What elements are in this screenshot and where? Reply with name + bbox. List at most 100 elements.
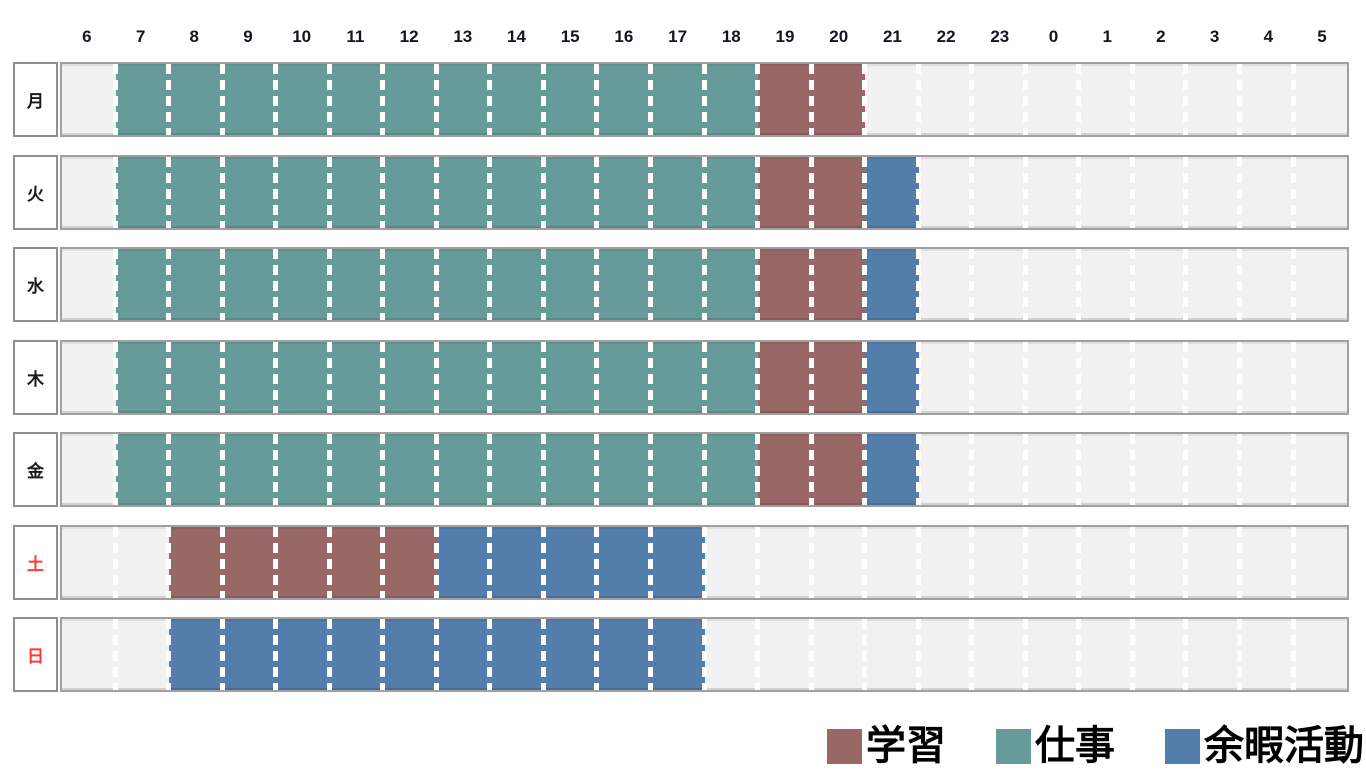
hour-cell [380,156,437,228]
hour-cell [540,619,598,690]
hour-cell [540,249,598,320]
hour-cell [433,156,491,228]
hour-cell [380,619,437,690]
hour-tick: 8 [189,27,199,46]
hour-tick: 0 [1048,27,1059,46]
hour-cell [594,64,652,135]
hour-cell [1290,434,1348,505]
hour-cell [433,526,491,598]
hour-cell [166,526,223,598]
timeline-band [60,524,1349,600]
hour-cell [1076,341,1133,413]
hour-cell [219,619,277,690]
hour-cell [273,249,330,320]
legend: 学習 仕事 余暇活動 [827,724,1364,768]
hour-cell [1237,64,1294,135]
hour-cell [112,341,170,413]
hour-cell [1183,341,1241,413]
hour-cell [808,526,866,598]
hour-cell [166,249,223,320]
hour-cell [862,341,919,413]
hour-cell [1290,619,1348,690]
hour-tick: 16 [614,27,634,46]
hour-tick: 5 [1317,27,1327,46]
hour-cell [1022,434,1080,505]
hour-cell [969,341,1026,413]
hour-axis: 6 7 8 9 10 11 12 13 14 15 16 17 18 19 20 21 22 23 0 1 2 3 4 5 [60,26,1349,48]
hour-cell [112,434,170,505]
hour-cell [594,434,652,505]
hour-cell [969,434,1026,505]
hour-cell [701,526,759,598]
hour-cell [273,526,330,598]
hour-cell [112,156,170,228]
hour-cell [1237,156,1294,228]
timeline-band [60,339,1349,415]
hour-cell [755,249,812,320]
hour-cell [648,341,705,413]
hour-cell [1022,64,1080,135]
hour-cell [862,64,919,135]
hour-cell [1076,249,1133,320]
hour-cell [326,434,384,505]
hour-cell [166,64,223,135]
hour-cell [487,434,544,505]
hour-cell [648,156,705,228]
hour-cell [862,249,919,320]
hour-cell [62,249,116,320]
hour-cell [219,156,277,228]
hour-cell [808,434,866,505]
hour-cell [969,249,1026,320]
day-label: 日 [13,617,58,692]
hour-cell [755,64,812,135]
hour-cell [1183,434,1241,505]
hour-cell [1129,434,1187,505]
hour-cell [808,619,866,690]
hour-cell [701,619,759,690]
hour-cell [1076,434,1133,505]
hour-cell [1129,341,1187,413]
hour-cell [433,64,491,135]
day-row: 水 [13,247,1349,322]
day-row: 金 [13,432,1349,507]
hour-cell [1183,156,1241,228]
hour-cell [1022,526,1080,598]
hour-cell [487,526,544,598]
hour-tick: 23 [990,27,1010,46]
study-swatch-icon [827,728,862,764]
hour-cell [648,526,705,598]
hour-cell [755,434,812,505]
hour-cell [219,341,277,413]
legend-item-study: 学習 [827,724,946,768]
hour-cell [112,526,170,598]
day-row: 木 [13,339,1349,415]
hour-cell [755,156,812,228]
hour-tick: 11 [346,27,365,46]
hour-cell [648,619,705,690]
timeline-band [60,247,1349,322]
hour-tick: 17 [668,27,688,46]
hour-tick: 10 [292,27,312,46]
hour-cell [380,526,437,598]
hour-cell [1183,249,1241,320]
hour-cell [487,341,544,413]
hour-cell [755,341,812,413]
timeline-band [60,154,1349,230]
hour-cell [594,156,652,228]
hour-cell [808,156,866,228]
hour-cell [166,619,223,690]
hour-cell [62,341,116,413]
hour-cell [594,619,652,690]
hour-tick: 20 [829,27,849,46]
hour-cell [862,156,919,228]
hour-cell [62,619,116,690]
hour-tick: 2 [1156,27,1166,46]
hour-cell [540,526,598,598]
hour-cell [540,434,598,505]
hour-cell [487,64,544,135]
day-row: 火 [13,154,1349,230]
hour-cell [1290,64,1348,135]
hour-cell [969,64,1026,135]
hour-cell [1237,619,1294,690]
hour-tick: 14 [507,27,526,46]
